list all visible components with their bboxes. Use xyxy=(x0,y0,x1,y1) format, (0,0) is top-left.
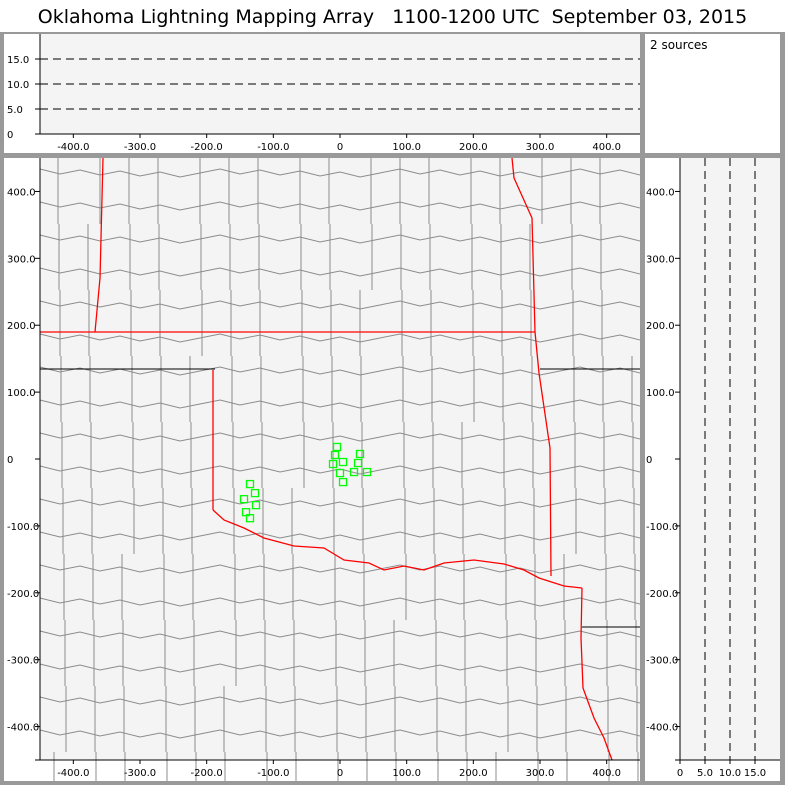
x-tick-label: 400.0 xyxy=(592,142,621,153)
x-tick-label: 300.0 xyxy=(526,142,555,153)
y-tick-label: -200.0 xyxy=(646,589,678,600)
y-tick-label: 100.0 xyxy=(7,388,36,399)
state-border xyxy=(212,509,583,589)
x-tick-label: 400.0 xyxy=(592,768,621,779)
county-border xyxy=(39,564,640,574)
x-tick-label: 300.0 xyxy=(526,768,555,779)
county-border xyxy=(39,696,640,706)
x-tick-label: 0 xyxy=(337,768,343,779)
station-marker xyxy=(353,458,363,468)
state-border xyxy=(580,587,613,761)
station-marker xyxy=(338,477,348,487)
source-count-panel: 2 sources xyxy=(645,34,780,153)
station-marker xyxy=(250,488,260,498)
y-tick-label: 400.0 xyxy=(646,187,675,198)
chart-title: Oklahoma Lightning Mapping Array 1100-12… xyxy=(0,0,785,32)
x-tick-label: -200.0 xyxy=(191,142,223,153)
y-tick-label: 10.0 xyxy=(7,80,29,91)
y-tick-label: 0 xyxy=(7,130,13,141)
county-border xyxy=(39,399,640,409)
county-border xyxy=(39,498,640,508)
county-border xyxy=(39,597,640,607)
x-tick-label: -400.0 xyxy=(57,768,89,779)
y-tick-label: 200.0 xyxy=(7,321,36,332)
station-marker xyxy=(330,450,340,460)
y-tick-label: -100.0 xyxy=(7,522,39,533)
station-marker xyxy=(362,467,372,477)
y-tick-label: -400.0 xyxy=(646,723,678,734)
x-tick-label: 10.0 xyxy=(719,768,741,779)
y-tick-label: 15.0 xyxy=(7,55,29,66)
x-tick-label: 100.0 xyxy=(392,142,421,153)
county-border xyxy=(39,366,640,376)
county-border xyxy=(39,432,640,442)
station-marker xyxy=(349,467,359,477)
station-marker xyxy=(335,468,345,478)
x-tick-label: -100.0 xyxy=(257,768,289,779)
y-tick-label: 100.0 xyxy=(646,388,675,399)
station-marker xyxy=(332,442,342,452)
county-border xyxy=(39,300,640,310)
state-border xyxy=(534,331,552,577)
x-tick-label: -300.0 xyxy=(124,768,156,779)
x-tick-label: -400.0 xyxy=(57,142,89,153)
county-border xyxy=(39,630,640,640)
y-tick-label: 0 xyxy=(7,455,13,466)
x-tick-label: 100.0 xyxy=(392,768,421,779)
x-tick-label: 0 xyxy=(677,768,683,779)
y-tick-label: 0 xyxy=(646,455,652,466)
x-tick-label: -100.0 xyxy=(257,142,289,153)
station-marker xyxy=(355,449,365,459)
y-tick-label: -200.0 xyxy=(7,589,39,600)
county-border xyxy=(39,168,640,178)
altitude-ew-panel: 0 5.0 10.0 15.0 -400.0 -300.0 -200.0 -100.0 0 100… xyxy=(4,34,640,153)
county-border xyxy=(39,333,640,343)
plan-view-map-panel: 400.0 300.0 200.0 100.0 0 -100.0 -200.0 -300.0 -… xyxy=(4,158,640,781)
y-tick-label: 5.0 xyxy=(7,105,23,116)
station-marker xyxy=(245,479,255,489)
y-tick-label: -100.0 xyxy=(646,522,678,533)
county-border xyxy=(39,234,640,244)
y-tick-label: 400.0 xyxy=(7,187,36,198)
altitude-ns-panel: 0 5.0 10.0 15.0 400.0 300.0 200.0 100.0 0 -100.0 -… xyxy=(645,158,780,781)
station-marker xyxy=(245,514,255,523)
x-tick-label: 200.0 xyxy=(459,768,488,779)
county-border xyxy=(39,729,640,739)
x-tick-label: 5.0 xyxy=(697,768,713,779)
x-tick-label: 15.0 xyxy=(744,768,766,779)
x-tick-label: -200.0 xyxy=(191,768,223,779)
source-count: 2 sources xyxy=(650,38,708,52)
station-marker xyxy=(338,457,348,467)
y-tick-label: -300.0 xyxy=(646,656,678,667)
station-marker xyxy=(328,459,338,469)
y-tick-label: -300.0 xyxy=(7,656,39,667)
y-tick-label: 300.0 xyxy=(646,254,675,265)
station-marker xyxy=(239,494,249,504)
x-tick-label: -300.0 xyxy=(124,142,156,153)
x-tick-label: 200.0 xyxy=(459,142,488,153)
y-tick-label: 200.0 xyxy=(646,321,675,332)
state-border xyxy=(511,158,536,333)
county-border xyxy=(39,663,640,673)
state-borders xyxy=(40,158,640,761)
county-border xyxy=(39,201,640,211)
y-tick-label: 300.0 xyxy=(7,254,36,265)
station-marker xyxy=(251,501,261,510)
county-border xyxy=(39,267,640,277)
county-borders xyxy=(39,158,640,781)
x-tick-label: 0 xyxy=(337,142,343,153)
y-tick-label: -400.0 xyxy=(7,723,39,734)
county-border xyxy=(39,531,640,541)
state-border xyxy=(94,158,104,333)
